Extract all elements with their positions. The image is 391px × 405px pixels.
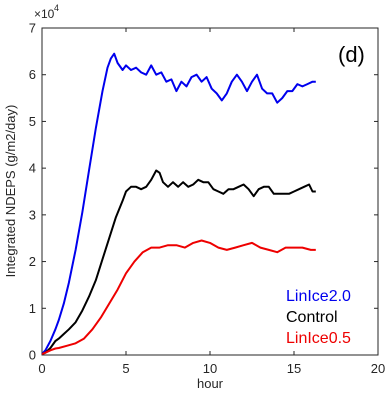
y-tick-label: 2 — [29, 254, 36, 269]
series-line-control — [41, 169, 316, 356]
y-tick-label: 6 — [29, 67, 36, 82]
y-ticks: 0 1 2 3 4 5 6 7 — [29, 21, 378, 363]
x-tick-label: 20 — [371, 361, 385, 376]
x-tick-label: 5 — [122, 361, 129, 376]
y-tick-label: 4 — [29, 161, 36, 176]
y-tick-label: 3 — [29, 207, 36, 222]
x-tick-label: 15 — [287, 361, 301, 376]
series-line-linice2-0 — [41, 52, 316, 355]
x-tick-label: 0 — [38, 361, 45, 376]
y-tick-label: 1 — [29, 301, 36, 316]
y-tick-label: 0 — [29, 348, 36, 363]
legend-label-control: Control — [286, 309, 338, 326]
y-exponent-power: 4 — [54, 3, 59, 13]
y-tick-label: 7 — [29, 21, 36, 36]
series-lines — [41, 52, 316, 356]
panel-label: (d) — [338, 42, 365, 67]
x-ticks: 0 5 10 15 20 — [38, 28, 385, 376]
series-line-linice0-5 — [41, 239, 316, 356]
plot-area — [41, 27, 379, 356]
y-axis-label: Integrated NDEPS (g/m2/day) — [3, 105, 18, 278]
y-tick-label: 5 — [29, 114, 36, 129]
legend: LinIce2.0 Control LinIce0.5 — [286, 288, 351, 347]
x-tick-label: 10 — [203, 361, 217, 376]
y-exponent-base: ×10 — [34, 7, 55, 21]
legend-label-linice05: LinIce0.5 — [286, 330, 351, 347]
x-axis-label: hour — [197, 376, 224, 391]
legend-label-linice2: LinIce2.0 — [286, 288, 351, 305]
